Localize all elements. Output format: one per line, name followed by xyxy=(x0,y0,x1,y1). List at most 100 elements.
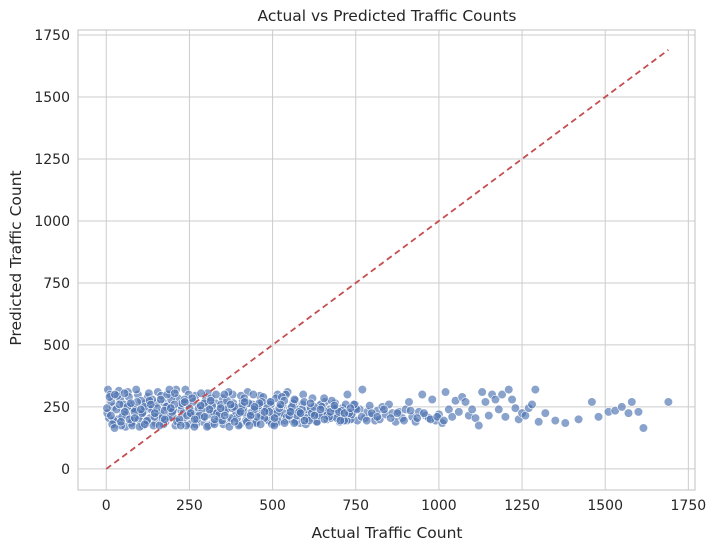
x-tick-label: 0 xyxy=(102,498,111,514)
data-point xyxy=(379,404,389,415)
data-point xyxy=(250,402,260,412)
data-point xyxy=(412,413,422,423)
data-point xyxy=(220,411,230,421)
x-axis-title: Actual Traffic Count xyxy=(311,524,462,542)
data-point xyxy=(460,397,471,407)
data-point xyxy=(507,394,517,405)
data-point xyxy=(362,415,372,426)
data-point xyxy=(447,412,457,422)
x-tick-label: 1000 xyxy=(421,498,457,514)
reference-line xyxy=(105,49,669,470)
x-tick-label: 750 xyxy=(342,498,369,514)
data-point xyxy=(309,411,320,421)
data-point xyxy=(550,415,560,426)
data-point xyxy=(114,399,125,410)
x-tick-label: 1250 xyxy=(504,498,540,514)
data-point xyxy=(335,415,346,426)
data-point xyxy=(295,408,306,418)
data-point xyxy=(120,407,130,417)
data-point xyxy=(339,408,350,418)
data-point xyxy=(216,403,226,413)
data-point xyxy=(236,407,246,417)
data-point xyxy=(204,404,214,415)
data-point xyxy=(240,397,250,407)
data-point xyxy=(427,394,437,405)
data-points xyxy=(102,384,673,433)
data-point xyxy=(342,389,353,400)
plot-border xyxy=(77,29,696,491)
data-point xyxy=(279,418,290,428)
y-tick-label: 250 xyxy=(43,400,70,416)
x-tick-label: 500 xyxy=(259,498,286,514)
x-tick-label: 250 xyxy=(176,498,203,514)
data-point xyxy=(109,423,120,433)
data-point xyxy=(480,397,491,407)
data-point xyxy=(180,397,190,407)
data-point xyxy=(226,399,236,410)
data-point xyxy=(259,407,270,417)
data-point xyxy=(219,389,229,400)
data-point xyxy=(275,399,286,410)
data-point xyxy=(638,423,649,433)
data-point xyxy=(248,389,258,400)
data-point xyxy=(392,408,402,418)
data-point xyxy=(140,419,150,429)
data-point xyxy=(417,389,427,400)
data-point xyxy=(196,388,206,398)
data-point xyxy=(593,412,604,422)
data-point xyxy=(256,419,266,429)
data-point xyxy=(106,411,116,421)
data-point xyxy=(587,397,597,407)
data-point xyxy=(244,420,254,431)
data-point xyxy=(467,404,477,415)
data-point xyxy=(305,398,316,408)
data-point xyxy=(119,388,130,398)
data-point xyxy=(477,387,487,397)
data-point xyxy=(490,394,501,405)
data-point xyxy=(190,414,200,424)
data-point xyxy=(230,417,240,427)
data-point xyxy=(386,413,396,423)
data-point xyxy=(663,397,673,407)
data-point xyxy=(315,404,326,415)
data-point xyxy=(160,414,170,424)
data-point xyxy=(146,399,156,410)
y-axis-title: Predicted Traffic Count xyxy=(7,170,25,345)
data-point xyxy=(269,413,280,423)
data-point xyxy=(484,411,494,421)
x-tick-label: 1500 xyxy=(587,498,623,514)
data-point xyxy=(440,387,451,397)
data-point xyxy=(136,404,146,415)
data-point xyxy=(419,408,429,418)
data-point xyxy=(126,398,136,408)
data-point xyxy=(357,384,367,395)
data-point xyxy=(494,404,504,415)
data-point xyxy=(156,394,166,405)
data-point xyxy=(206,396,216,406)
data-point xyxy=(504,384,514,395)
data-point xyxy=(319,414,330,424)
data-point xyxy=(617,402,627,412)
y-tick-label: 0 xyxy=(61,462,70,478)
y-tick-label: 1000 xyxy=(34,214,70,230)
axes-frame xyxy=(77,29,696,491)
data-point xyxy=(176,420,186,431)
y-tick-label: 750 xyxy=(43,276,70,292)
data-point xyxy=(265,397,276,407)
data-point xyxy=(131,384,141,395)
tick-labels: 0 250 500 750 1000 1250 1500 1750 0 250 500 750 1000… xyxy=(34,28,706,514)
data-point xyxy=(329,401,340,411)
data-point xyxy=(345,403,356,413)
data-point xyxy=(573,414,584,424)
data-point xyxy=(196,401,206,411)
data-point xyxy=(102,403,112,413)
data-point xyxy=(527,399,537,410)
data-point xyxy=(439,415,449,426)
data-point xyxy=(372,412,382,422)
data-point xyxy=(623,408,634,418)
data-point xyxy=(116,417,126,427)
y-tick-label: 1250 xyxy=(34,152,70,168)
data-point xyxy=(130,413,140,423)
data-point xyxy=(110,389,120,400)
